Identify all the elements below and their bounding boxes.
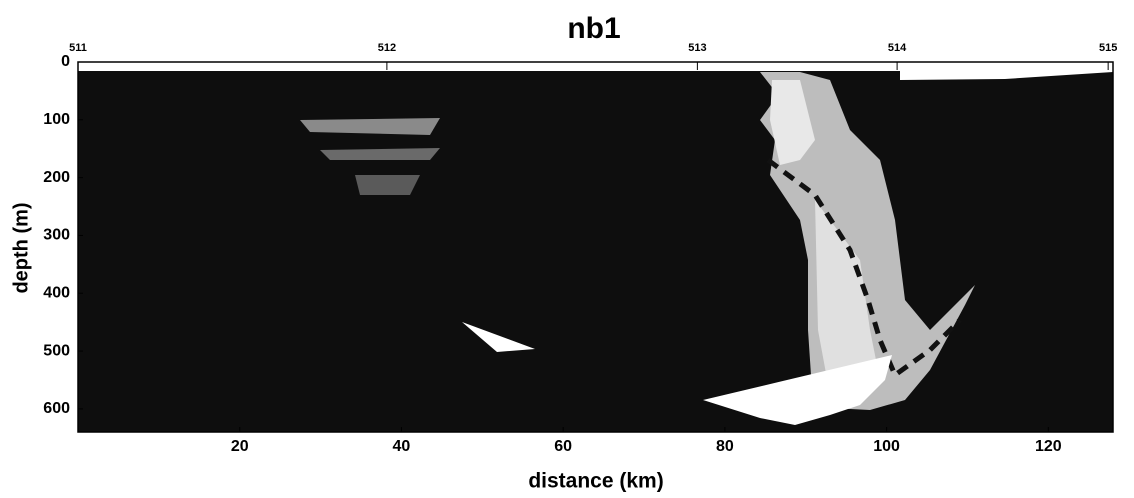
plume-core — [770, 80, 815, 165]
scatter-patch — [300, 118, 440, 135]
y-tick-label: 200 — [43, 169, 70, 186]
white-patch — [703, 355, 892, 425]
top-strip — [78, 62, 1113, 71]
y-axis-label: depth (m) — [10, 202, 32, 293]
plume — [760, 72, 975, 410]
y-tick-label: 600 — [43, 400, 70, 417]
top-tick-label: 513 — [688, 42, 706, 54]
top-tick-label: 511 — [69, 42, 87, 54]
scatter-patch — [320, 148, 440, 160]
plot-background — [78, 62, 1113, 432]
x-tick-label: 80 — [716, 438, 734, 455]
white-patch — [462, 322, 535, 352]
x-tick-label: 60 — [554, 438, 572, 455]
top-tick-label: 512 — [378, 42, 396, 54]
echogram — [77, 61, 1114, 433]
y-tick-label: 300 — [43, 227, 70, 244]
y-tick-label: 100 — [43, 111, 70, 128]
x-axis-label: distance (km) — [528, 470, 663, 493]
top-tick-label: 514 — [888, 42, 907, 54]
top-tick-label: 515 — [1099, 42, 1117, 54]
y-tick-label: 500 — [43, 342, 70, 359]
plume-core — [815, 200, 880, 400]
white-patch — [900, 71, 1113, 80]
dashed-line — [766, 157, 962, 379]
scatter-patch — [355, 175, 420, 195]
y-tick-label: 0 — [61, 53, 70, 70]
plot-frame — [77, 61, 1114, 433]
x-tick-label: 100 — [873, 438, 900, 455]
x-tick-label: 40 — [393, 438, 411, 455]
y-tick-label: 400 — [43, 284, 70, 301]
x-tick-label: 120 — [1035, 438, 1062, 455]
chart-title: nb1 — [567, 12, 620, 45]
x-tick-label: 20 — [231, 438, 249, 455]
